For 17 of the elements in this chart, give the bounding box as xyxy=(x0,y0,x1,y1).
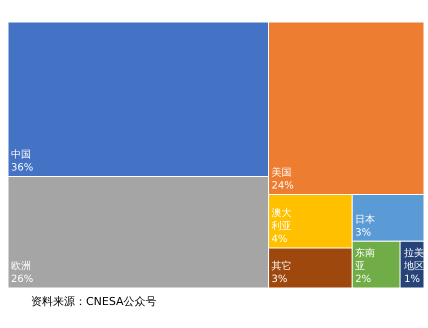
text: 资料来源：CNESA公众号 xyxy=(31,295,157,308)
category-label: 美国 xyxy=(272,166,292,179)
category-label: 中国 xyxy=(11,148,31,160)
data-label: 3% xyxy=(272,274,288,285)
data-label: 3% xyxy=(355,227,372,238)
category-label: 其它 xyxy=(272,260,292,272)
data-label: 1% xyxy=(404,274,420,285)
data-label: 2% xyxy=(355,274,372,285)
category-label: 日本 xyxy=(355,213,376,226)
data-label: 24% xyxy=(272,180,294,192)
category-label: 欧洲 xyxy=(11,260,31,272)
data-label: 26% xyxy=(11,274,34,285)
data-label: 36% xyxy=(11,162,34,174)
data-label: 4% xyxy=(272,234,288,245)
category-label: 澳大利亚 xyxy=(272,206,292,232)
category-label: 东南亚 xyxy=(355,247,376,272)
category-label: 拉美地区 xyxy=(403,247,424,272)
